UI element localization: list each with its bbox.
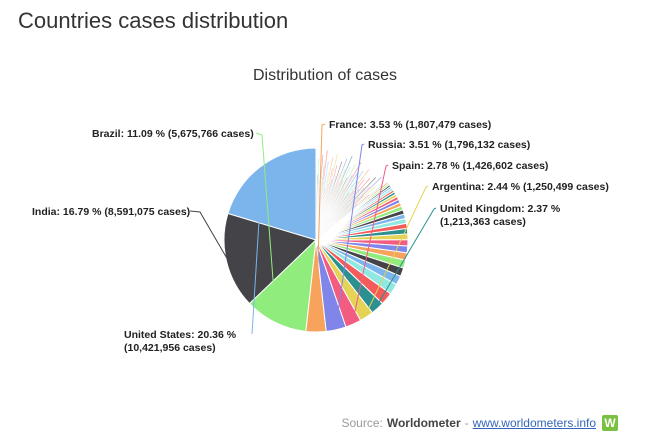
label-connector-argentina (365, 185, 429, 316)
pie-slice-united-states[interactable] (227, 147, 317, 241)
slice-label-cases-united-kingdom: (1,213,363 cases) (440, 216, 526, 228)
source-attribution: Source: Worldometer - www.worldometers.i… (341, 415, 618, 431)
page-heading: Countries cases distribution (18, 8, 289, 33)
label-connector-united-kingdom (375, 207, 437, 308)
slice-label-india: India: 16.79 % (8,591,075 cases) (32, 206, 190, 218)
source-prefix: Source: (341, 416, 383, 430)
slice-label-united-states: United States: 20.36 % (124, 329, 237, 341)
pie-slice-india[interactable] (223, 212, 317, 305)
pie-small-slices (315, 150, 409, 305)
slice-label-spain: Spain: 2.78 % (1,426,602 cases) (392, 160, 548, 172)
label-connector-united-states (251, 167, 263, 335)
slice-label-brazil: Brazil: 11.09 % (5,675,766 cases) (92, 128, 254, 140)
slice-label-argentina: Argentina: 2.44 % (1,250,499 cases) (432, 181, 609, 193)
slice-label-france: France: 3.53 % (1,807,479 cases) (329, 119, 491, 131)
label-connector-brazil (255, 132, 277, 321)
label-connector-france (315, 123, 326, 331)
slice-label-cases-united-states: (10,421,956 cases) (124, 342, 216, 354)
label-connector-india (189, 210, 229, 262)
source-brand: Worldometer (386, 416, 461, 430)
slice-label-russia: Russia: 3.51 % (1,796,132 cases) (368, 139, 530, 151)
pie-slice-brazil[interactable] (248, 238, 317, 332)
chart-title: Distribution of cases (253, 67, 397, 84)
source-link[interactable]: www.worldometers.info (472, 416, 596, 430)
worldometer-logo-icon: W (602, 415, 618, 431)
label-connector-spain (352, 164, 389, 323)
label-connectors (189, 123, 437, 335)
slice-labels: United States: 20.36 % (10,421,956 cases… (32, 119, 609, 354)
label-connector-russia (335, 143, 365, 328)
slice-label-united-kingdom: United Kingdom: 2.37 % (440, 203, 561, 215)
source-separator: - (464, 416, 469, 430)
